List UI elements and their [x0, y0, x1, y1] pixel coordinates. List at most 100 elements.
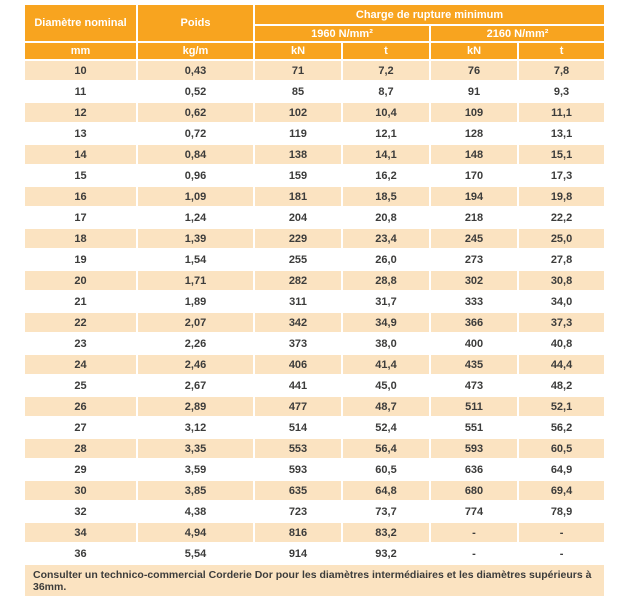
table-cell: 28 — [25, 439, 136, 458]
table-cell: 21 — [25, 292, 136, 311]
table-cell: 36 — [25, 544, 136, 563]
table-cell: 52,1 — [519, 397, 605, 416]
table-cell: 25,0 — [519, 229, 605, 248]
table-cell: 38,0 — [343, 334, 429, 353]
table-cell: 2,46 — [138, 355, 253, 374]
table-cell: 148 — [431, 145, 517, 164]
table-cell: 3,12 — [138, 418, 253, 437]
table-cell: 52,4 — [343, 418, 429, 437]
table-cell: 32 — [25, 502, 136, 521]
table-cell: 27 — [25, 418, 136, 437]
table-row: 12 0,62 102 10,4 109 11,1 — [25, 103, 605, 122]
table-row: 32 4,38 723 73,7 774 78,9 — [25, 502, 605, 521]
table-cell: 71 — [255, 61, 341, 80]
table-cell: 10 — [25, 61, 136, 80]
table-cell: - — [431, 523, 517, 542]
table-cell: 102 — [255, 103, 341, 122]
table-cell: 15 — [25, 166, 136, 185]
table-row: 24 2,46 406 41,4 435 44,4 — [25, 355, 605, 374]
table-cell: 311 — [255, 292, 341, 311]
table-row: 10 0,43 71 7,2 76 7,8 — [25, 61, 605, 80]
table-row: 22 2,07 342 34,9 366 37,3 — [25, 313, 605, 332]
table-cell: 31,7 — [343, 292, 429, 311]
table-row: 21 1,89 311 31,7 333 34,0 — [25, 292, 605, 311]
table-cell: 26 — [25, 397, 136, 416]
table-cell: 76 — [431, 61, 517, 80]
column-header-breaking-load: Charge de rupture minimum — [255, 5, 605, 24]
table-cell: 60,5 — [343, 460, 429, 479]
table-cell: 3,59 — [138, 460, 253, 479]
table-cell: 48,2 — [519, 376, 605, 395]
table-cell: 373 — [255, 334, 341, 353]
table-cell: 12 — [25, 103, 136, 122]
table-cell: 17,3 — [519, 166, 605, 185]
table-cell: 56,2 — [519, 418, 605, 437]
table-cell: 9,3 — [519, 82, 605, 101]
table-cell: 26,0 — [343, 250, 429, 269]
table-cell: 22,2 — [519, 208, 605, 227]
table-cell: - — [519, 523, 605, 542]
table-cell: 12,1 — [343, 124, 429, 143]
table-cell: 3,85 — [138, 481, 253, 500]
table-cell: 0,72 — [138, 124, 253, 143]
table-header: Diamètre nominal Poids Charge de rupture… — [25, 5, 605, 59]
table-cell: 15,1 — [519, 145, 605, 164]
table-cell: 204 — [255, 208, 341, 227]
table-cell: 774 — [431, 502, 517, 521]
table-cell: 16 — [25, 187, 136, 206]
table-cell: 4,94 — [138, 523, 253, 542]
table-row: 20 1,71 282 28,8 302 30,8 — [25, 271, 605, 290]
table-cell: 1,71 — [138, 271, 253, 290]
table-cell: 636 — [431, 460, 517, 479]
table-cell: 83,2 — [343, 523, 429, 542]
table-cell: 34 — [25, 523, 136, 542]
table-cell: 1,24 — [138, 208, 253, 227]
table-cell: 14 — [25, 145, 136, 164]
table-cell: 85 — [255, 82, 341, 101]
table-cell: 93,2 — [343, 544, 429, 563]
table-row: 28 3,35 553 56,4 593 60,5 — [25, 439, 605, 458]
table-cell: 10,4 — [343, 103, 429, 122]
column-header-weight: Poids — [138, 5, 253, 41]
table-cell: 553 — [255, 439, 341, 458]
table-row: 29 3,59 593 60,5 636 64,9 — [25, 460, 605, 479]
table-cell: 302 — [431, 271, 517, 290]
table-cell: 19,8 — [519, 187, 605, 206]
header-row-grades: 1960 N/mm² 2160 N/mm² — [25, 26, 605, 41]
table-cell: 56,4 — [343, 439, 429, 458]
table-cell: - — [431, 544, 517, 563]
table-cell: 181 — [255, 187, 341, 206]
table-cell: 23 — [25, 334, 136, 353]
table-cell: 5,54 — [138, 544, 253, 563]
unit-header-t-2160: t — [519, 43, 605, 59]
table-cell: 551 — [431, 418, 517, 437]
table-cell: 2,07 — [138, 313, 253, 332]
table-row: 27 3,12 514 52,4 551 56,2 — [25, 418, 605, 437]
table-cell: 0,52 — [138, 82, 253, 101]
table-cell: 19 — [25, 250, 136, 269]
table-cell: 109 — [431, 103, 517, 122]
table-row: 30 3,85 635 64,8 680 69,4 — [25, 481, 605, 500]
table-cell: 0,43 — [138, 61, 253, 80]
table-row: 16 1,09 181 18,5 194 19,8 — [25, 187, 605, 206]
table-cell: 41,4 — [343, 355, 429, 374]
table-cell: 593 — [431, 439, 517, 458]
table-row: 26 2,89 477 48,7 511 52,1 — [25, 397, 605, 416]
table-cell: 78,9 — [519, 502, 605, 521]
table-cell: 8,7 — [343, 82, 429, 101]
table-cell: 69,4 — [519, 481, 605, 500]
table-cell: 44,4 — [519, 355, 605, 374]
table-cell: 2,89 — [138, 397, 253, 416]
table-row: 18 1,39 229 23,4 245 25,0 — [25, 229, 605, 248]
table-cell: 406 — [255, 355, 341, 374]
table-row: 34 4,94 816 83,2- - — [25, 523, 605, 542]
table-cell: 170 — [431, 166, 517, 185]
table-cell: 64,9 — [519, 460, 605, 479]
unit-header-mm: mm — [25, 43, 136, 59]
table-cell: 2,67 — [138, 376, 253, 395]
table-cell: 366 — [431, 313, 517, 332]
table-cell: 816 — [255, 523, 341, 542]
table-cell: 218 — [431, 208, 517, 227]
table-cell: 400 — [431, 334, 517, 353]
